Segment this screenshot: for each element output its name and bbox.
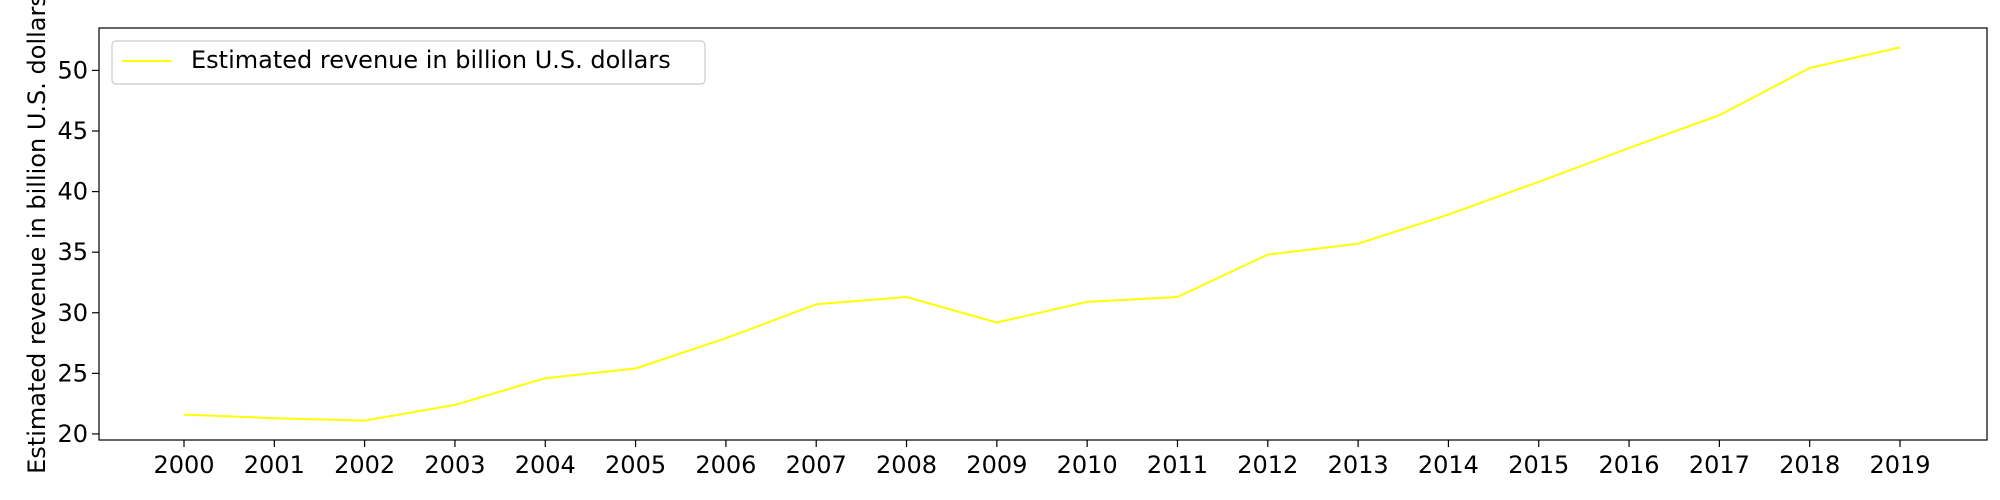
legend-box xyxy=(111,40,706,85)
y-tick-label: 35 xyxy=(57,238,88,266)
legend-label: Estimated revenue in billion U.S. dollar… xyxy=(191,46,671,74)
x-tick-label: 2000 xyxy=(153,451,214,479)
x-tick-label: 2004 xyxy=(515,451,576,479)
x-tick-label: 2018 xyxy=(1779,451,1840,479)
series-layer xyxy=(183,46,1901,422)
x-tick-label: 2007 xyxy=(786,451,847,479)
x-tick-label: 2003 xyxy=(424,451,485,479)
y-tick-label: 30 xyxy=(57,299,88,327)
legend: Estimated revenue in billion U.S. dollar… xyxy=(111,40,706,85)
x-tick-label: 2013 xyxy=(1328,451,1389,479)
y-axis-label: Estimated revenue in billion U.S. dollar… xyxy=(23,0,51,474)
x-tick-label: 2014 xyxy=(1418,451,1479,479)
x-tick-label: 2015 xyxy=(1508,451,1569,479)
x-tick-label: 2010 xyxy=(1057,451,1118,479)
x-axis-ticks: 2000 2001 2002 2003 2004 2005 2006 2007 2008 2009… xyxy=(153,440,1931,479)
y-tick-label: 50 xyxy=(57,56,88,84)
x-tick-label: 2017 xyxy=(1689,451,1750,479)
x-tick-label: 2006 xyxy=(695,451,756,479)
y-tick-label: 20 xyxy=(57,420,88,448)
x-tick-label: 2001 xyxy=(244,451,305,479)
y-tick-label: 25 xyxy=(57,359,88,387)
x-tick-label: 2016 xyxy=(1599,451,1660,479)
x-tick-label: 2012 xyxy=(1237,451,1298,479)
x-tick-label: 2005 xyxy=(605,451,666,479)
x-tick-label: 2009 xyxy=(966,451,1027,479)
x-tick-label: 2019 xyxy=(1869,451,1930,479)
series-line xyxy=(183,46,1901,422)
y-tick-label: 40 xyxy=(57,178,88,206)
x-tick-label: 2011 xyxy=(1147,451,1208,479)
x-tick-label: 2008 xyxy=(876,451,937,479)
y-axis-ticks: 20 25 30 35 40 45 50 xyxy=(57,56,99,448)
x-tick-label: 2002 xyxy=(334,451,395,479)
plot-area xyxy=(98,27,1988,441)
y-tick-label: 45 xyxy=(57,117,88,145)
